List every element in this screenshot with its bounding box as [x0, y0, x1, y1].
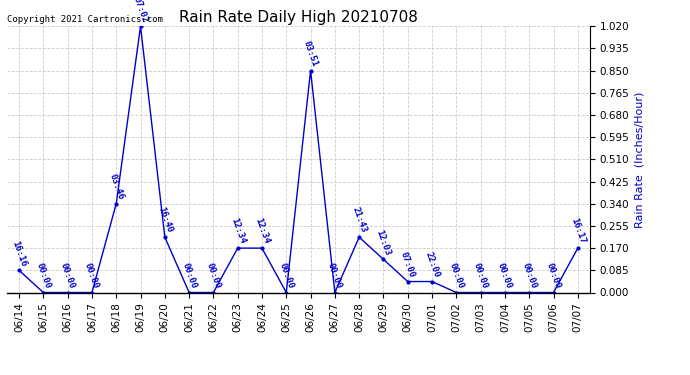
Text: 07:02: 07:02 — [132, 0, 149, 24]
Text: 07:00: 07:00 — [399, 251, 417, 279]
Text: 00:00: 00:00 — [472, 261, 489, 290]
Text: Copyright 2021 Cartronics.com: Copyright 2021 Cartronics.com — [7, 15, 163, 24]
Text: 00:00: 00:00 — [448, 261, 465, 290]
Text: 00:00: 00:00 — [496, 261, 514, 290]
Text: 00:00: 00:00 — [34, 261, 52, 290]
Text: 03:51: 03:51 — [302, 39, 319, 68]
Text: 00:00: 00:00 — [59, 261, 77, 290]
Text: 16:40: 16:40 — [156, 206, 174, 234]
Text: 12:34: 12:34 — [229, 217, 246, 245]
Text: 00:00: 00:00 — [180, 261, 198, 290]
Text: 00:00: 00:00 — [83, 261, 101, 290]
Text: 00:00: 00:00 — [204, 261, 222, 290]
Text: 12:34: 12:34 — [253, 217, 270, 245]
Title: Rain Rate Daily High 20210708: Rain Rate Daily High 20210708 — [179, 10, 418, 25]
Text: 00:00: 00:00 — [544, 261, 562, 290]
Text: 00:00: 00:00 — [277, 261, 295, 290]
Text: 16:16: 16:16 — [10, 239, 28, 267]
Text: 21:43: 21:43 — [351, 206, 368, 234]
Text: 00:00: 00:00 — [520, 261, 538, 290]
Text: 16:17: 16:17 — [569, 217, 586, 245]
Y-axis label: Rain Rate  (Inches/Hour): Rain Rate (Inches/Hour) — [635, 91, 645, 228]
Text: 22:00: 22:00 — [423, 251, 441, 279]
Text: 03:46: 03:46 — [108, 172, 125, 201]
Text: 00:00: 00:00 — [326, 261, 344, 290]
Text: 12:03: 12:03 — [375, 228, 393, 256]
